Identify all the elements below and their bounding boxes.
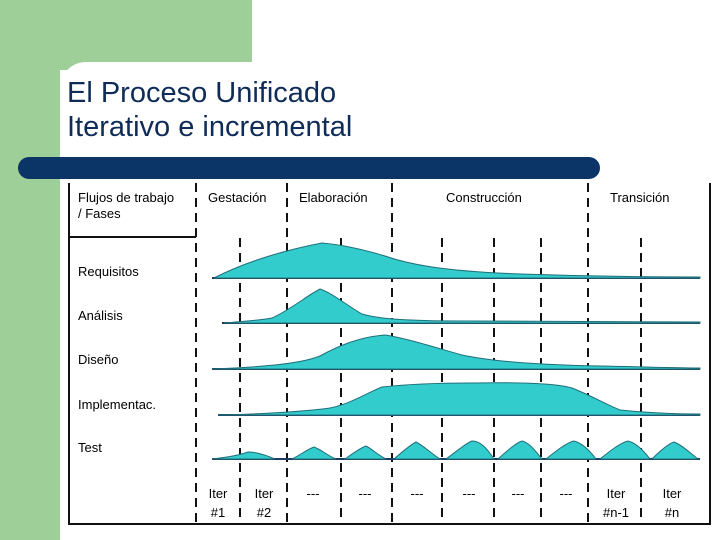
workflow-curve-requisitos [213,242,701,279]
slide-title-line1: El Proceso Unificado [67,77,337,109]
iteration-label-line2: #n [664,505,680,520]
workflow-curve-implementacion [217,382,701,416]
workflow-label-analisis: Análisis [78,308,123,323]
workflow-curve-diseno [211,334,701,370]
iteration-label: --- [400,484,434,503]
iteration-label: --- [348,484,382,503]
iteration-label: Iter #1 [200,484,236,522]
phase-header-transicion: Transición [610,190,670,205]
header-divider [70,236,196,238]
workflow-curve-test [650,441,700,460]
iteration-label-line1: Iter [662,486,682,501]
iteration-label: Iter #2 [244,484,284,522]
workflow-curve-test [392,441,442,460]
iteration-label: --- [450,484,488,503]
iteration-label-line1: Iter [254,486,274,501]
workflow-label-implementacion: Implementac. [78,397,157,412]
iteration-label: --- [548,484,584,503]
iteration-label-line1: --- [306,486,320,501]
iteration-label: --- [296,484,330,503]
iteration-label-line1: --- [559,486,573,501]
iteration-label: Iter #n-1 [594,484,638,522]
phase-header-construccion: Construcción [446,190,522,205]
iteration-label-line1: --- [511,486,525,501]
iteration-label-line1: --- [410,486,424,501]
workflow-curve-test [343,445,387,460]
workflow-curve-test [496,440,544,460]
content-panel [60,62,720,540]
iteration-label: --- [500,484,536,503]
iteration-label-line2: #2 [256,505,272,520]
diagram-frame [68,183,711,525]
iteration-label: Iter #n [650,484,694,522]
phase-header-gestacion: Gestación [208,190,267,205]
corner-label-line1: Flujos de trabajo [78,190,175,205]
workflow-label-diseno: Diseño [78,352,119,367]
title-accent-bar [18,157,600,179]
workflow-curve-test [291,446,337,460]
corner-label: Flujos de trabajo / Fases [78,190,174,222]
iteration-label-line1: --- [462,486,476,501]
iteration-label-line2: #1 [210,505,226,520]
workflow-label-requisitos: Requisitos [78,264,139,279]
iteration-label-line2: #n-1 [602,505,630,520]
workflow-curve-test [444,440,495,460]
workflow-curve-test [211,451,276,460]
slide-title-line2: Iterativo e incremental [67,111,353,143]
workflow-curve-analisis [223,288,701,324]
iteration-label-line1: Iter [208,486,228,501]
iteration-label-line1: Iter [606,486,626,501]
phase-header-elaboracion: Elaboración [299,190,368,205]
corner-label-line2: / Fases [78,206,121,221]
workflow-curve-test [544,440,598,460]
iteration-label-line1: --- [358,486,372,501]
green-left-strip [0,0,60,540]
slide-title: El Proceso Unificado Iterativo e increme… [67,76,352,144]
workflow-label-test: Test [78,440,102,455]
workflow-curve-test [598,440,652,460]
